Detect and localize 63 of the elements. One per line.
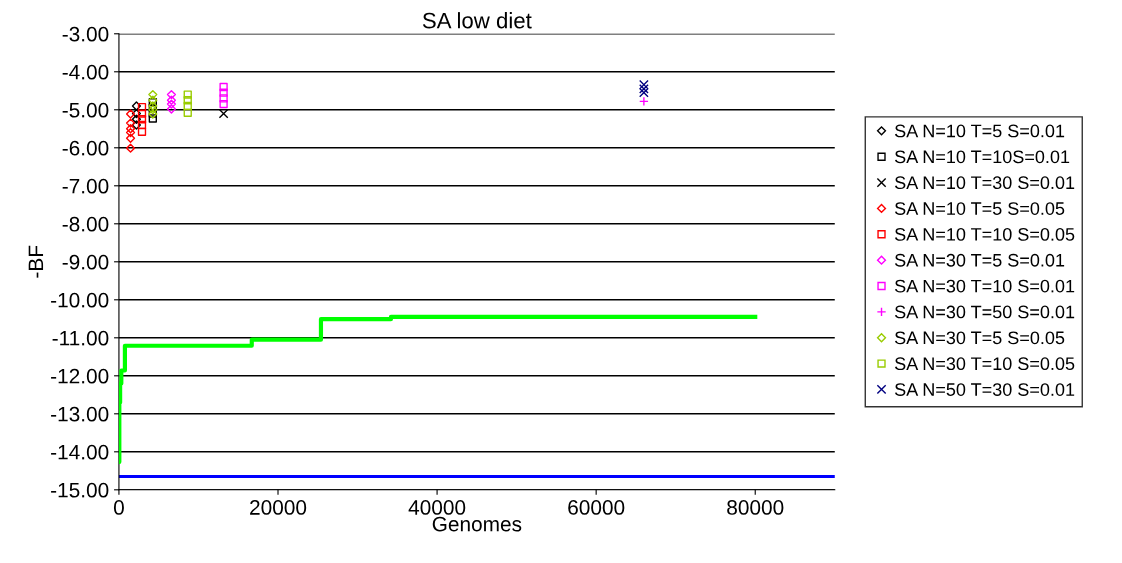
x-tick-label: 60000 — [568, 500, 625, 515]
point — [639, 96, 649, 107]
point — [166, 99, 177, 109]
x-axis-title: Genomes — [432, 516, 522, 532]
point — [148, 114, 157, 123]
point — [125, 118, 136, 128]
point — [125, 124, 136, 134]
point — [125, 133, 136, 143]
x-tick-label: 40000 — [408, 500, 466, 515]
legend-label: SA N=10 T=5 S=0.01 — [894, 124, 1065, 138]
chart-title: SA low diet — [422, 12, 532, 29]
point — [137, 120, 147, 130]
point — [183, 108, 192, 117]
point — [131, 114, 142, 124]
y-tick-label: -3.00 — [62, 26, 109, 42]
point — [183, 90, 192, 99]
y-tick-label: -14.00 — [51, 444, 109, 460]
y-tick-label: -9.00 — [62, 254, 109, 270]
point — [125, 143, 136, 153]
legend-label: SA N=30 T=50 S=0.01 — [894, 305, 1075, 319]
legend-label: SA N=10 T=10S=0.01 — [894, 150, 1070, 164]
y-axis-title: -BF — [28, 245, 44, 278]
x-tick-label: 0 — [113, 500, 124, 515]
y-tick-label: -5.00 — [62, 102, 109, 118]
y-tick-label: -11.00 — [52, 330, 109, 346]
point — [148, 89, 158, 100]
point — [166, 104, 177, 114]
x-tick-label: 80000 — [727, 500, 784, 515]
point — [219, 99, 228, 109]
point — [639, 79, 649, 90]
y-tick-label: -7.00 — [62, 178, 109, 194]
point — [125, 109, 136, 119]
point — [183, 96, 192, 105]
legend-label: SA N=50 T=30 S=0.01 — [894, 383, 1075, 396]
legend-label: SA N=10 T=5 S=0.05 — [894, 202, 1065, 215]
point — [137, 102, 147, 112]
point — [166, 89, 177, 100]
point — [137, 115, 147, 124]
point — [137, 127, 147, 136]
legend-label: SA N=30 T=5 S=0.05 — [894, 331, 1065, 345]
point — [639, 87, 649, 98]
y-tick-label: -15.00 — [51, 482, 109, 498]
y-tick-label: -12.00 — [51, 368, 109, 384]
point — [131, 120, 142, 130]
legend-label: SA N=10 T=10 S=0.05 — [894, 228, 1075, 241]
point — [219, 82, 228, 92]
legend-label: SA N=10 T=30 S=0.01 — [894, 176, 1075, 190]
point — [183, 101, 192, 111]
x-tick-label: 20000 — [250, 500, 307, 515]
legend-label: SA N=30 T=10 S=0.05 — [894, 357, 1075, 371]
y-tick-label: -4.00 — [62, 64, 109, 80]
y-tick-label: -10.00 — [51, 292, 109, 308]
point — [219, 94, 228, 103]
y-tick-label: -8.00 — [62, 216, 109, 232]
point — [137, 109, 147, 118]
legend-label: SA N=30 T=10 S=0.01 — [894, 279, 1075, 293]
y-tick-label: -6.00 — [62, 140, 109, 156]
point — [639, 84, 649, 94]
point — [219, 88, 228, 97]
legend-label: SA N=30 T=5 S=0.01 — [894, 253, 1065, 267]
y-tick-label: -13.00 — [51, 406, 109, 422]
point — [125, 127, 136, 138]
point — [166, 95, 177, 105]
